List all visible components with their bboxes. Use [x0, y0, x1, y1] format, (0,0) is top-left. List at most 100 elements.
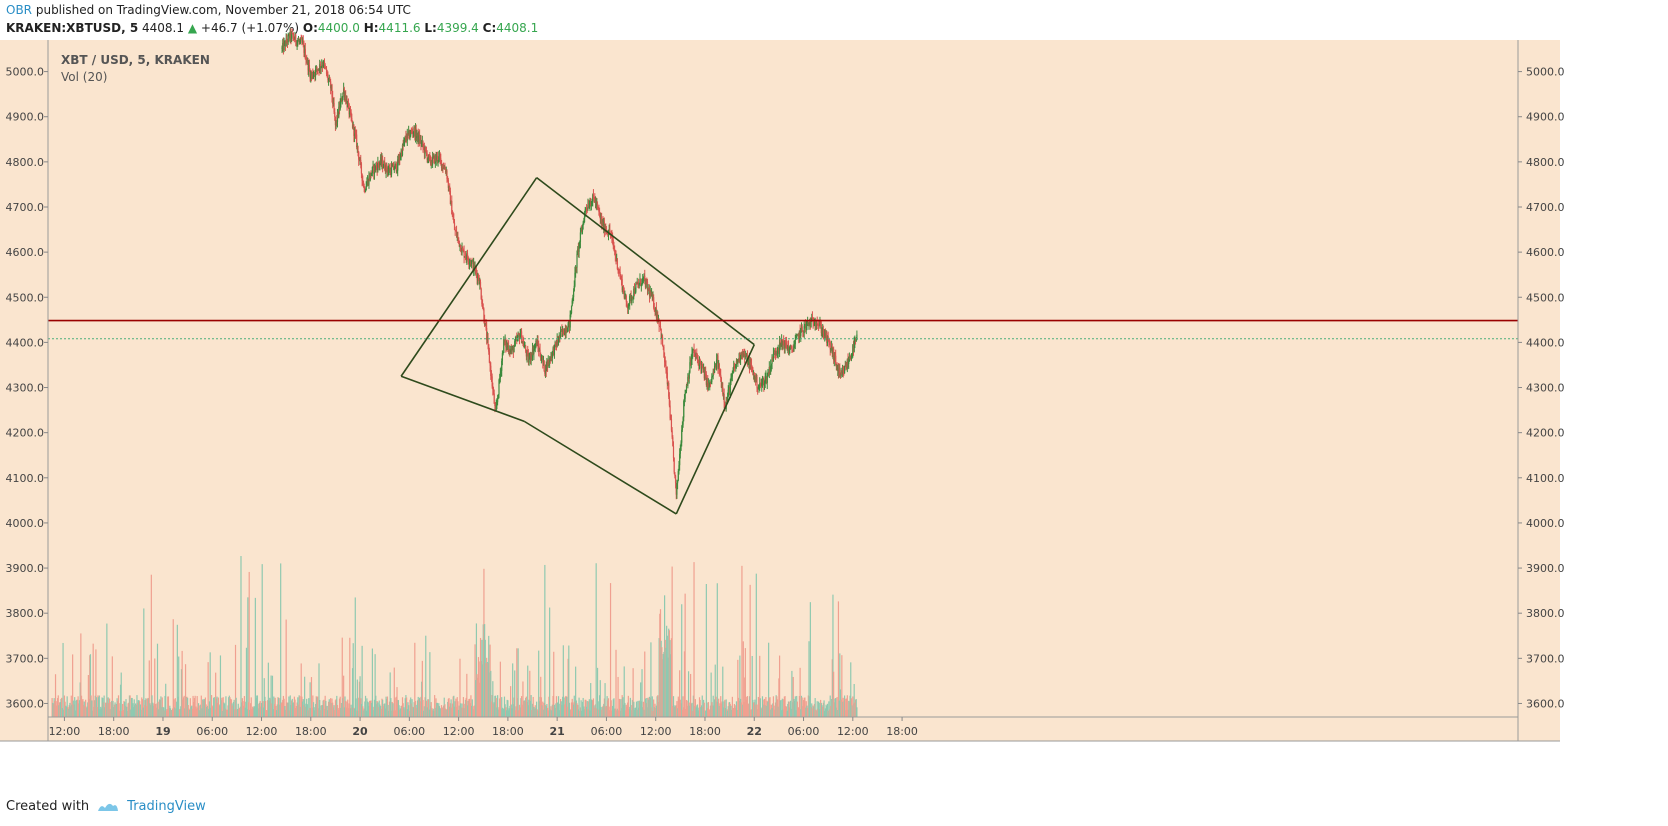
volume-bar	[267, 662, 269, 717]
candle-body	[738, 353, 740, 362]
volume-bar	[486, 657, 488, 717]
volume-bar	[838, 700, 840, 717]
candle-body	[520, 331, 522, 335]
candle-body	[503, 339, 506, 343]
volume-bar	[640, 701, 642, 717]
volume-bar	[182, 699, 184, 717]
volume-bar	[660, 640, 662, 717]
publisher-name[interactable]: OBR	[6, 3, 33, 17]
volume-bar	[627, 702, 629, 717]
volume-bar	[464, 699, 467, 717]
candle-body	[465, 257, 467, 259]
volume-bar	[440, 709, 442, 717]
candle-body	[662, 346, 664, 348]
volume-bar	[348, 703, 350, 717]
candle-body	[787, 346, 789, 350]
candle-body	[524, 346, 526, 348]
price-chart[interactable]: 4448.34448.34408.14408.100:2700:27 5000.…	[0, 0, 1668, 790]
candle-body	[423, 146, 425, 154]
candle-body	[542, 360, 545, 363]
volume-bar	[543, 702, 545, 717]
x-tick-label: 12:00	[49, 725, 81, 738]
volume-bar	[218, 705, 220, 717]
volume-bar	[821, 705, 823, 717]
volume-bar	[692, 710, 694, 717]
volume-bar	[286, 702, 289, 717]
volume-bar	[275, 710, 278, 717]
volume-bar	[228, 697, 230, 717]
volume-bar	[578, 697, 580, 717]
candle-body	[618, 271, 621, 273]
volume-bar	[446, 709, 448, 717]
candle-body	[377, 162, 379, 171]
volume-bar	[457, 701, 459, 717]
volume-bar	[754, 699, 756, 717]
volume-bar	[809, 696, 811, 717]
volume-bar	[271, 703, 273, 717]
volume-bar	[404, 698, 406, 717]
volume-bar	[193, 702, 195, 717]
volume-bar	[205, 704, 207, 717]
candle-body	[796, 334, 798, 339]
volume-bar	[351, 707, 353, 717]
candle-body	[325, 67, 327, 69]
candle-body	[314, 73, 316, 76]
candle-body	[410, 131, 412, 136]
candle-body	[391, 166, 393, 168]
candle-body	[304, 48, 306, 60]
volume-bar	[609, 706, 611, 717]
volume-bar	[421, 681, 423, 717]
candle-body	[835, 355, 837, 365]
volume-bar	[117, 700, 119, 717]
candle-body	[475, 267, 477, 271]
volume-bar	[268, 700, 270, 717]
tradingview-link[interactable]: TradingView	[127, 799, 206, 814]
volume-indicator-title[interactable]: Vol (20)	[61, 70, 107, 84]
candle-body	[353, 124, 355, 136]
candle-body	[366, 179, 369, 184]
candle-body	[678, 465, 680, 472]
candle-body	[831, 346, 833, 354]
candle-body	[656, 315, 658, 318]
volume-bar	[714, 664, 716, 717]
volume-bar	[148, 698, 150, 717]
candle-body	[687, 376, 690, 379]
volume-bar	[586, 701, 588, 717]
candle-body	[562, 328, 564, 333]
volume-bar	[169, 705, 171, 717]
candle-body	[505, 339, 507, 348]
candle-body	[386, 163, 388, 170]
volume-bar	[853, 683, 855, 717]
volume-bar	[475, 623, 478, 717]
volume-bar	[183, 695, 185, 717]
volume-bar	[381, 698, 383, 717]
candle-body	[633, 288, 636, 294]
volume-bar	[213, 697, 215, 717]
volume-bar	[590, 683, 592, 717]
candle-body	[766, 375, 768, 383]
volume-bar	[56, 698, 59, 717]
volume-bar	[265, 700, 267, 717]
volume-bar	[659, 609, 662, 717]
candle-body	[648, 289, 651, 297]
volume-bar	[232, 701, 235, 717]
volume-bar	[697, 707, 699, 717]
volume-bar	[481, 664, 484, 717]
candle-body	[307, 59, 309, 71]
volume-bar	[245, 701, 247, 717]
volume-bar	[852, 703, 855, 717]
candle-body	[444, 167, 446, 170]
candle-body	[306, 60, 308, 63]
volume-bar	[131, 697, 133, 717]
y-tick-label-left: 3700.0	[6, 652, 45, 665]
candle-body	[338, 106, 341, 110]
volume-bar	[54, 674, 57, 717]
volume-bar	[592, 698, 595, 717]
candle-body	[631, 297, 634, 299]
volume-bar	[823, 700, 825, 717]
candle-body	[281, 47, 283, 50]
volume-bar	[558, 703, 560, 717]
pattern-trendline	[675, 344, 755, 515]
diamond-pattern[interactable]	[400, 177, 755, 515]
volume-bar	[602, 705, 604, 717]
